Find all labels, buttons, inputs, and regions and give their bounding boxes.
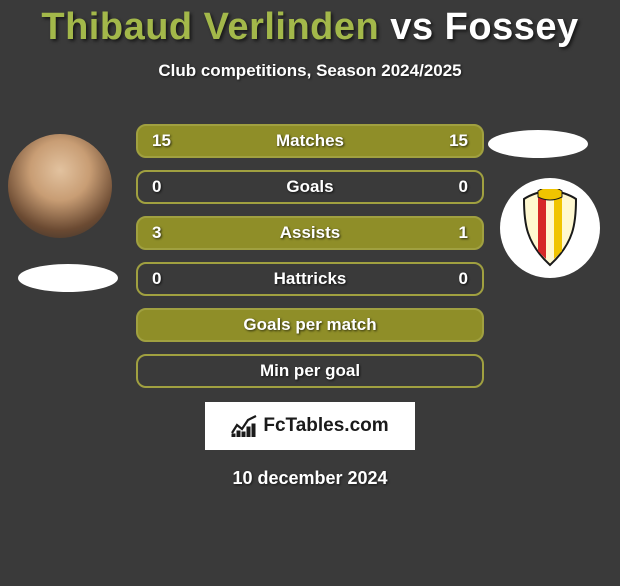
stat-right: 0 (459, 177, 468, 197)
stat-left: 15 (152, 131, 171, 151)
stat-row-hattricks: 0 Hattricks 0 (136, 262, 484, 296)
page-title: Thibaud Verlinden vs Fossey (0, 6, 620, 49)
title-vs: vs (379, 6, 444, 48)
stat-right: 1 (459, 223, 468, 243)
stat-left: 0 (152, 269, 161, 289)
stat-row-matches: 15 Matches 15 (136, 124, 484, 158)
stat-row-min-per-goal: Min per goal (136, 354, 484, 388)
stat-left: 0 (152, 177, 161, 197)
stat-label: Goals per match (243, 315, 376, 335)
date: 10 december 2024 (0, 468, 620, 489)
player-a-avatar (8, 134, 112, 238)
title-player-b: Fossey (445, 6, 579, 48)
fctables-logo-icon (231, 415, 257, 437)
stat-row-goals: 0 Goals 0 (136, 170, 484, 204)
stat-left: 3 (152, 223, 161, 243)
stat-label: Hattricks (274, 269, 347, 289)
fctables-text: FcTables.com (263, 415, 388, 437)
subtitle: Club competitions, Season 2024/2025 (0, 61, 620, 81)
player-b-club-badge (500, 178, 600, 278)
stat-label: Assists (280, 223, 340, 243)
stat-row-goals-per-match: Goals per match (136, 308, 484, 342)
title-player-a: Thibaud Verlinden (41, 6, 379, 48)
player-a-club-ellipse (18, 264, 118, 292)
stat-row-assists: 3 Assists 1 (136, 216, 484, 250)
stat-right: 15 (449, 131, 468, 151)
fctables-watermark: FcTables.com (205, 402, 415, 450)
stat-label: Matches (276, 131, 344, 151)
player-b-club-ellipse (488, 130, 588, 158)
stat-label: Goals (286, 177, 333, 197)
shield-icon (520, 189, 580, 267)
stat-right: 0 (459, 269, 468, 289)
stats-container: 15 Matches 15 0 Goals 0 3 Assists 1 0 Hattricks 0 Go… (136, 124, 484, 400)
stat-label: Min per goal (260, 361, 360, 381)
